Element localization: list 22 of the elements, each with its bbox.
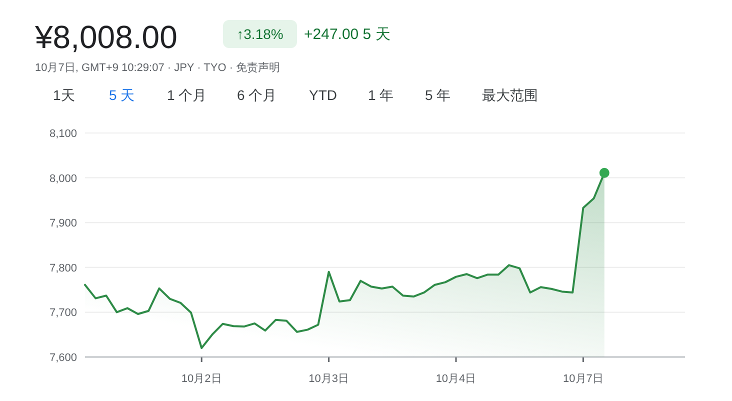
y-tick-label: 7,900 [49,218,77,230]
text: 1天 [53,87,75,103]
text: YTD [309,87,337,103]
x-tick-label: 10月4日 [436,373,476,385]
x-tick-label: 10月3日 [308,373,349,385]
chart-title: ¥8,008.00 [34,19,178,55]
text: 1 年 [368,87,394,103]
y-tick-label: 8,100 [49,128,77,140]
text: ↑3.18% [236,26,284,42]
x-tick-label: 10月2日 [181,373,222,385]
chart-subtitle: 10月7日, GMT+9 10:29:07 · JPY · TYO · 免责声明 [35,61,280,74]
y-tick-label: 7,700 [49,307,77,320]
x-tick-label: 10月7日 [563,373,604,385]
y-tick-label: 8,000 [49,172,77,185]
y-tick-label: 7,600 [49,352,77,364]
text: 1 个月 [167,87,207,103]
text: 5 年 [425,87,451,103]
text: 6 个月 [237,87,277,103]
y-tick-label: 7,800 [49,262,77,274]
text: 最大范围 [482,87,538,103]
text: +247.00 5 天 [304,26,390,43]
text: 5 天 [109,87,135,103]
